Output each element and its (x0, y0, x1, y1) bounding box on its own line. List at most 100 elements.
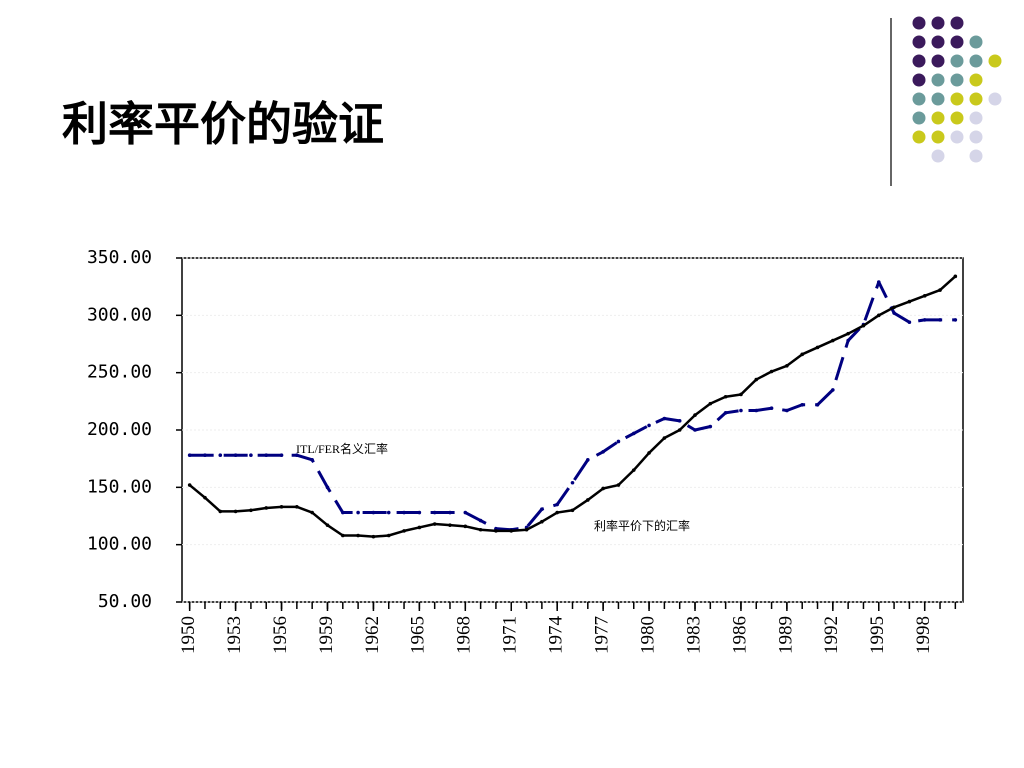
point (340, 533, 345, 538)
point (279, 453, 284, 458)
point (448, 510, 452, 515)
y-tick-label: 300.00 (87, 304, 152, 325)
dot (912, 54, 926, 68)
point (295, 453, 299, 458)
point (509, 529, 514, 533)
point (310, 458, 314, 462)
x-tick-label: 1971 (500, 616, 521, 654)
x-tick-label: 1962 (362, 616, 383, 654)
point (325, 485, 330, 490)
dot (912, 35, 926, 49)
point (218, 453, 223, 458)
dot (950, 130, 964, 144)
dot (950, 35, 964, 49)
annotation: ITL/FER名义汇率 (296, 441, 388, 456)
point (386, 510, 391, 515)
point (356, 533, 360, 538)
point (524, 527, 529, 532)
point (325, 523, 330, 527)
point (754, 408, 759, 413)
point (386, 533, 391, 538)
point (555, 502, 559, 507)
point (739, 392, 743, 397)
point (356, 510, 360, 515)
x-tick-label: 1980 (637, 616, 658, 654)
x-tick-label: 1956 (270, 616, 291, 654)
point (953, 274, 958, 279)
x-tick-label: 1998 (913, 616, 934, 654)
point (739, 408, 743, 413)
x-tick-label: 1965 (408, 616, 429, 654)
point (264, 453, 269, 458)
point (218, 509, 223, 514)
point (938, 318, 942, 322)
point (478, 518, 483, 523)
point (570, 508, 575, 513)
dot (912, 16, 926, 30)
point (203, 453, 207, 458)
dot (969, 111, 983, 125)
point (371, 534, 376, 539)
point (953, 318, 958, 322)
point (402, 529, 406, 533)
point (647, 451, 651, 455)
point (785, 363, 789, 368)
point (249, 453, 253, 458)
x-tick-label: 1953 (224, 616, 245, 654)
decoration (912, 16, 1002, 163)
x-tick-label: 1968 (454, 616, 475, 654)
point (417, 510, 422, 515)
point (677, 419, 682, 423)
point (279, 505, 284, 509)
point (922, 318, 927, 322)
point (647, 423, 651, 428)
x-tick-label: 1950 (178, 616, 199, 654)
y-tick-label: 100.00 (87, 534, 152, 555)
dot (950, 16, 964, 30)
y-tick-label: 250.00 (87, 362, 152, 383)
point (555, 510, 559, 515)
point (371, 510, 376, 515)
dot (950, 54, 964, 68)
point (708, 401, 713, 406)
chart: 50.00 100.00 150.00 200.00 250.00 300.00 350.0… (87, 247, 963, 654)
point (616, 439, 621, 444)
point (494, 529, 498, 533)
point (310, 510, 314, 515)
dot (969, 149, 983, 163)
point (463, 510, 468, 515)
point (478, 527, 483, 532)
x-tick-label: 1995 (867, 616, 888, 654)
x-tick-label: 1959 (316, 616, 337, 654)
point (800, 352, 805, 357)
point (233, 509, 238, 514)
point (846, 331, 850, 336)
point (631, 468, 636, 472)
x-tick-label: 1983 (683, 616, 704, 654)
point (907, 299, 912, 304)
dot (969, 92, 983, 106)
dot (988, 92, 1002, 106)
point (846, 338, 850, 343)
point (540, 507, 544, 511)
point (892, 311, 896, 315)
x-tick-label: 1992 (821, 616, 842, 654)
point (922, 294, 927, 298)
point (723, 394, 728, 399)
point (892, 305, 896, 310)
point (723, 411, 728, 415)
point (631, 431, 636, 436)
point (295, 505, 299, 509)
x-tick-label: 1974 (546, 616, 567, 655)
dot (931, 54, 945, 68)
point (264, 506, 269, 510)
point (785, 408, 789, 413)
point (938, 288, 942, 292)
y-tick-label: 350.00 (87, 247, 152, 268)
point (800, 402, 805, 407)
point (662, 436, 667, 440)
point (815, 345, 820, 350)
point (417, 525, 422, 530)
dot (931, 35, 945, 49)
point (693, 428, 697, 432)
